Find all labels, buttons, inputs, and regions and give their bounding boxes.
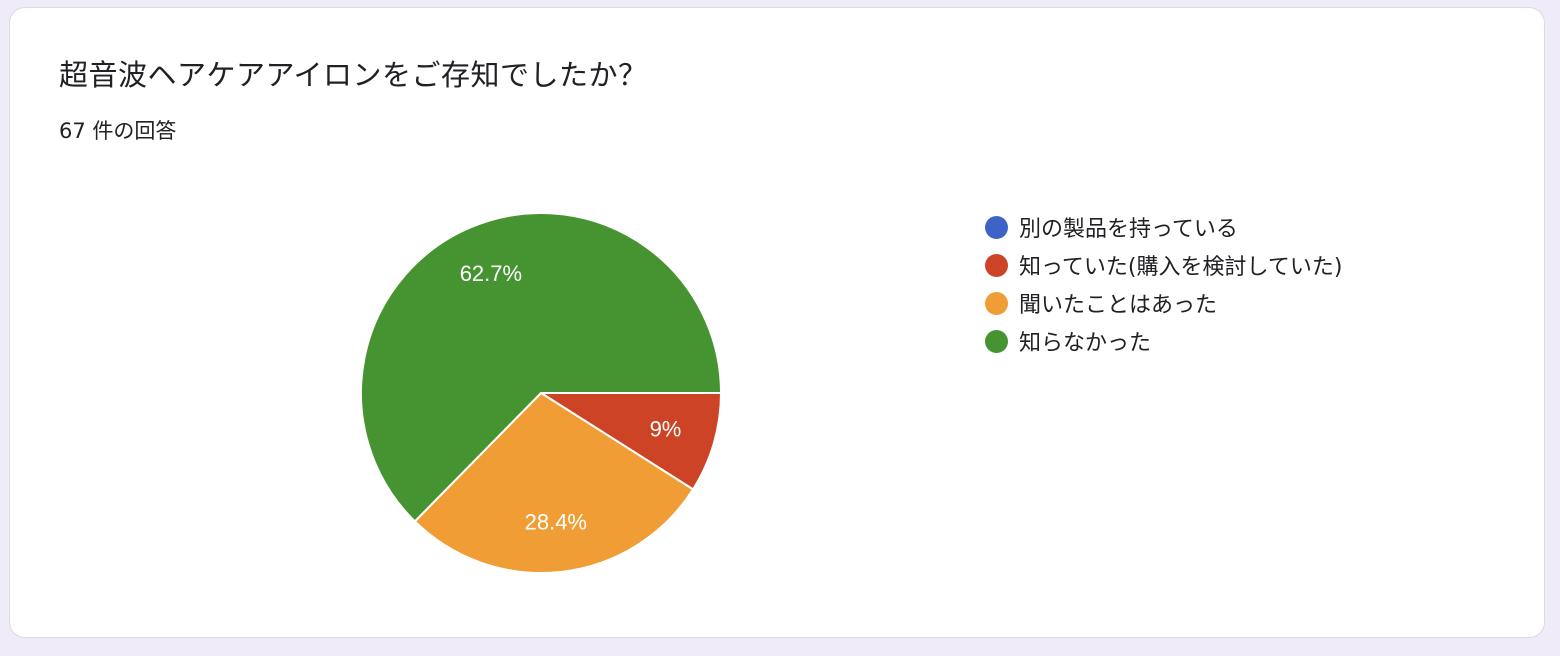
pie-slice-2[interactable]	[413, 391, 695, 574]
legend-label-1: 知っていた(購入を検討していた)	[1019, 255, 1343, 280]
legend-swatch-1	[985, 253, 1008, 277]
legend-swatch-2	[985, 291, 1008, 315]
pie-chart: 9% 28.4% 62.7%	[360, 212, 723, 574]
legend-item-0[interactable]: 別の製品を持っている	[985, 208, 1342, 246]
slice-label-1: 9%	[650, 417, 682, 442]
chart-legend: 別の製品を持っている 知っていた(購入を検討していた) 聞いたことはあった 知ら…	[985, 208, 1342, 360]
legend-swatch-3	[985, 329, 1008, 353]
legend-item-2[interactable]: 聞いたことはあった	[985, 284, 1342, 322]
question-title: 超音波ヘアケアアイロンをご存知でしたか？	[59, 58, 648, 92]
pie-slice-1[interactable]	[537, 392, 723, 491]
chart-card: 超音波ヘアケアアイロンをご存知でしたか？ 67 件の回答 9% 28.4% 62.7…	[9, 7, 1545, 638]
legend-item-3[interactable]: 知らなかった	[985, 322, 1342, 360]
slice-label-2: 28.4%	[525, 509, 587, 534]
legend-label-0: 別の製品を持っている	[1019, 217, 1238, 242]
legend-swatch-0	[985, 215, 1008, 239]
legend-item-1[interactable]: 知っていた(購入を検討していた)	[985, 246, 1342, 284]
legend-label-3: 知らなかった	[1019, 331, 1152, 356]
pie-slice-3[interactable]	[360, 212, 723, 523]
response-count: 67 件の回答	[59, 119, 177, 143]
legend-label-2: 聞いたことはあった	[1019, 293, 1218, 318]
slice-label-3: 62.7%	[460, 261, 522, 286]
